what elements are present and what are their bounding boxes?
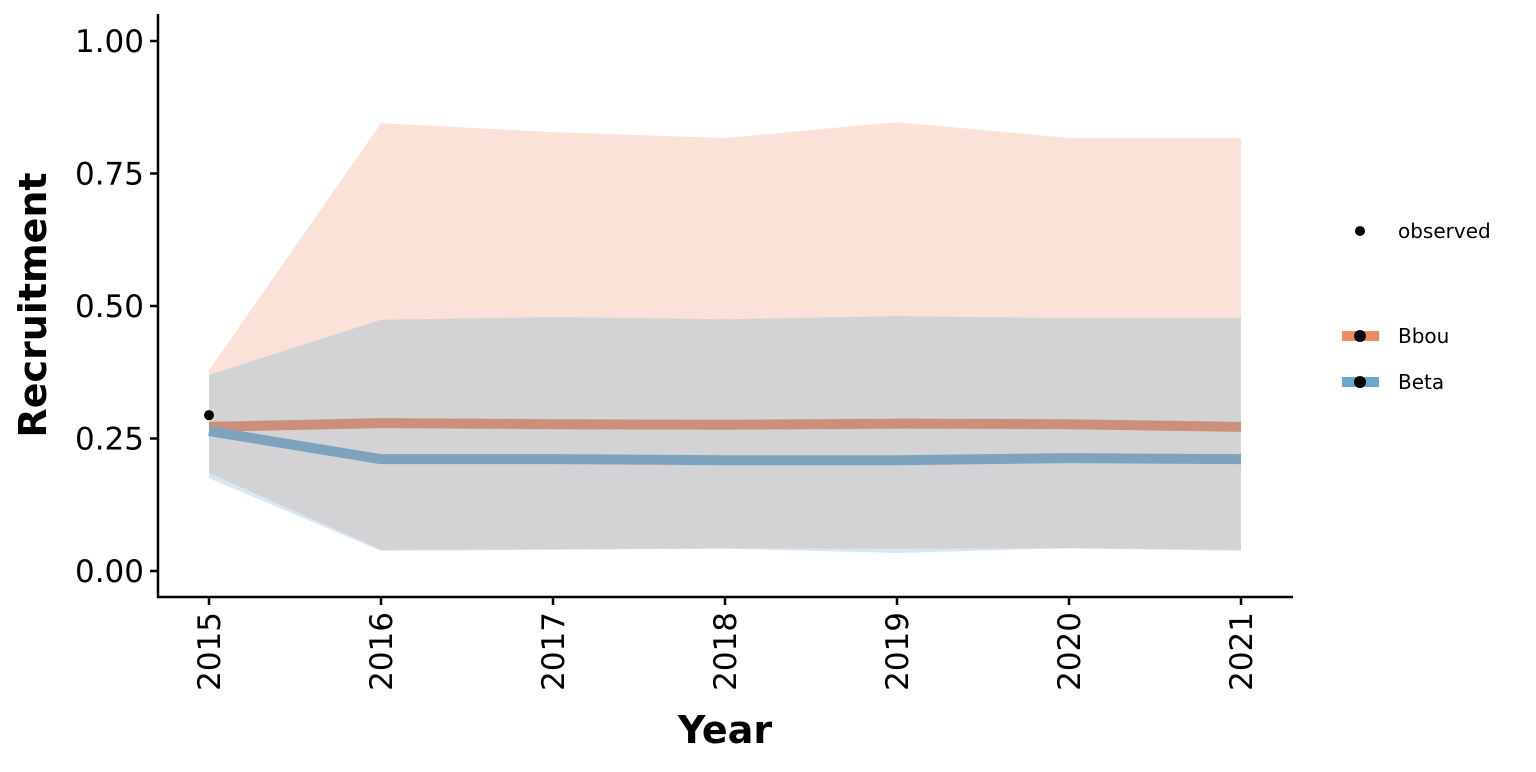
x-tick-label: 2018 [708, 612, 744, 691]
x-ticks: 2015 2016 2017 2018 2019 2020 2021 [192, 597, 1260, 691]
x-tick-label: 2016 [364, 612, 400, 691]
legend-observed-marker [1355, 226, 1365, 236]
x-tick-label: 2017 [536, 612, 572, 691]
line-bbou [208, 418, 1242, 432]
y-axis-label: Recruitment [11, 172, 55, 437]
x-tick-label: 2015 [192, 612, 228, 691]
legend-beta-marker [1354, 376, 1366, 388]
x-tick-label: 2021 [1224, 612, 1260, 691]
y-tick-label: 0.25 [75, 422, 144, 458]
observed-point [204, 410, 214, 421]
ribbons [209, 122, 1241, 553]
y-tick-label: 0.00 [75, 554, 144, 590]
line-beta [208, 426, 1242, 466]
y-tick-label: 0.75 [75, 157, 144, 193]
legend-bbou-marker [1354, 330, 1366, 342]
ribbon-beta [209, 316, 1241, 553]
observed-points [204, 410, 214, 421]
ribbon-bbou [209, 122, 1241, 550]
x-axis-label: Year [677, 708, 772, 752]
x-tick-label: 2019 [880, 612, 916, 691]
legend: observed Bbou Beta [1342, 219, 1491, 394]
y-tick-label: 0.50 [75, 289, 144, 325]
x-tick-label: 2020 [1052, 612, 1088, 691]
y-ticks: 0.00 0.25 0.50 0.75 1.00 [75, 24, 158, 590]
legend-beta-label: Beta [1398, 370, 1444, 394]
legend-bbou-label: Bbou [1398, 324, 1449, 348]
series-lines [208, 418, 1242, 466]
legend-observed-label: observed [1398, 219, 1491, 243]
y-tick-label: 1.00 [75, 24, 144, 60]
